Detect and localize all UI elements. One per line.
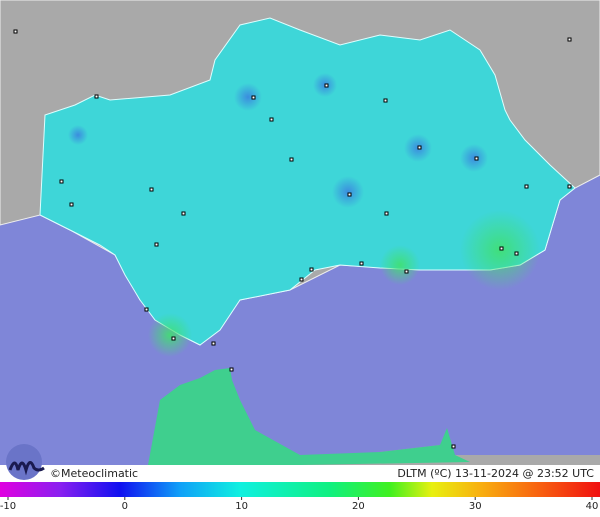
timestamp: DLTM (ºC) 13-11-2024 @ 23:52 UTC — [397, 467, 594, 480]
colorbar-tick-label: 20 — [352, 501, 365, 512]
colorbar-tick-label: 10 — [235, 501, 248, 512]
colorbar-tick-label: -10 — [0, 501, 16, 512]
land-morocco — [148, 368, 470, 465]
logo — [6, 444, 45, 480]
colorbar-tick-label: 0 — [122, 501, 128, 512]
brand: ©Meteoclimatic — [50, 467, 138, 480]
colorbar-tick-label: 30 — [469, 501, 482, 512]
colorbar-tick-label: 40 — [586, 501, 599, 512]
stations — [13, 29, 572, 449]
colorbar — [0, 482, 600, 497]
info-bar — [0, 465, 600, 482]
